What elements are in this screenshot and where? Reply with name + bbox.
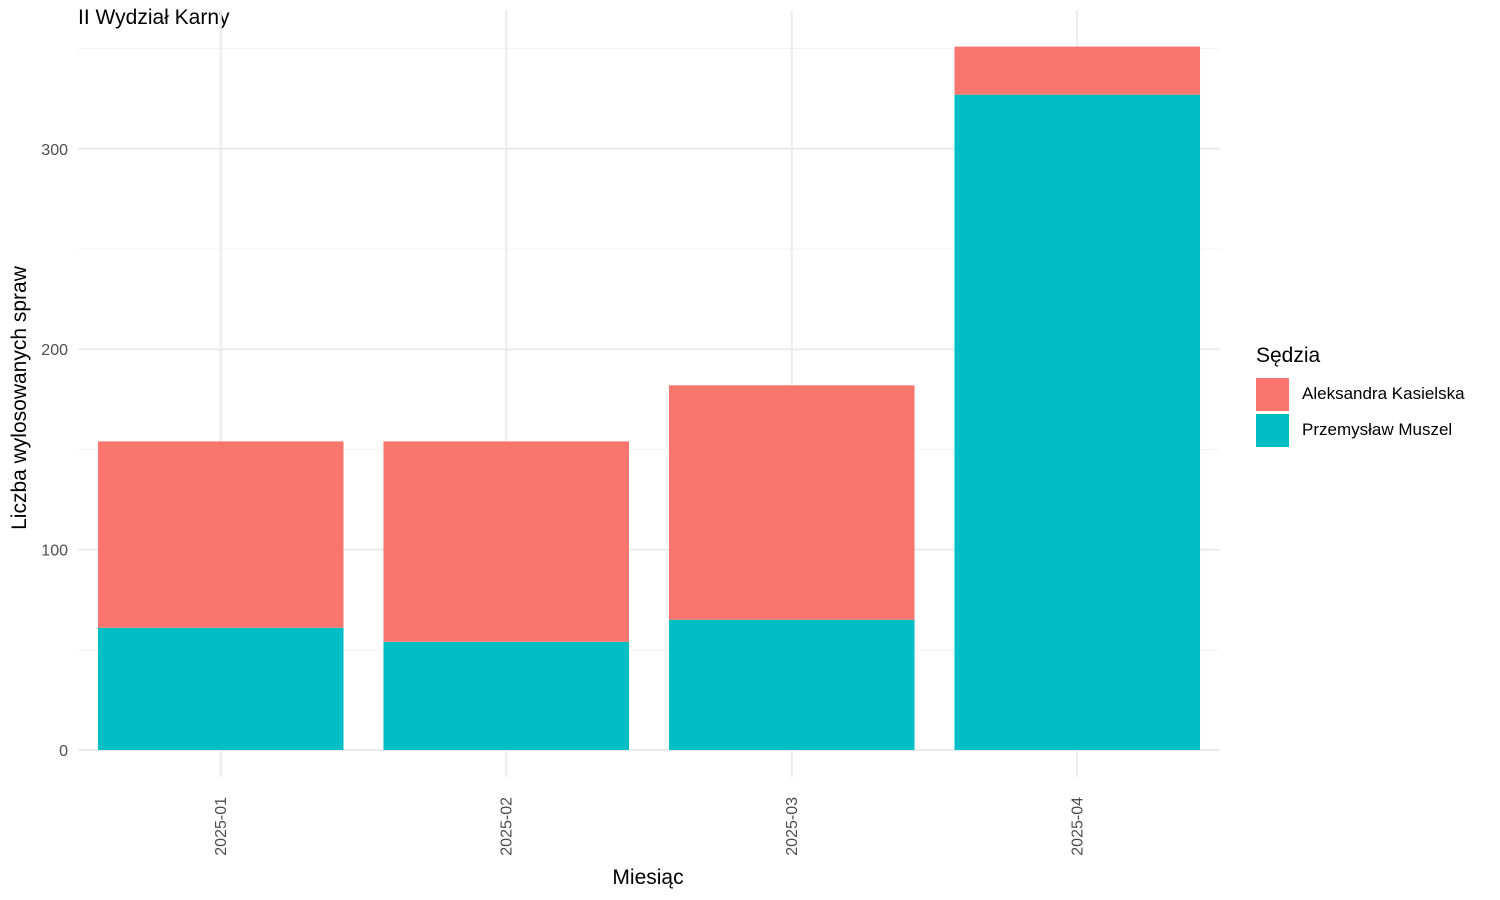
legend-label: Aleksandra Kasielska (1302, 384, 1465, 403)
bar-aleksandra-kasielska-2025-03 (668, 385, 915, 620)
bar-aleksandra-kasielska-2025-04 (954, 46, 1201, 95)
chart-title: II Wydział Karny (78, 6, 230, 29)
legend: Sędzia Aleksandra Kasielska Przemysław M… (1256, 344, 1465, 448)
y-tick-label: 0 (59, 743, 68, 760)
legend-label: Przemysław Muszel (1302, 420, 1453, 439)
bar-przemys-aw-muszel-2025-01 (97, 627, 344, 750)
y-tick-label: 100 (41, 543, 68, 560)
legend-title: Sędzia (1256, 344, 1321, 367)
legend-item-przemyslaw-muszel: Przemysław Muszel (1256, 412, 1465, 448)
legend-key-aleksandra-kasielska (1256, 377, 1289, 411)
x-tick-label: 2025-03 (784, 797, 801, 856)
y-axis-label: Liczba wylosowanych spraw (8, 266, 31, 530)
bar-przemys-aw-muszel-2025-03 (668, 619, 915, 750)
bar-przemys-aw-muszel-2025-04 (954, 94, 1201, 750)
y-tick-label: 200 (41, 342, 68, 359)
bar-przemys-aw-muszel-2025-02 (383, 641, 630, 750)
bar-aleksandra-kasielska-2025-01 (97, 441, 344, 628)
x-tick-label: 2025-04 (1069, 797, 1086, 856)
y-tick-label: 300 (41, 142, 68, 159)
legend-item-aleksandra-kasielska: Aleksandra Kasielska (1256, 376, 1465, 412)
x-tick-label: 2025-02 (498, 797, 515, 856)
bar-aleksandra-kasielska-2025-02 (383, 441, 630, 642)
x-axis-label: Miesiąc (612, 866, 684, 889)
legend-key-przemyslaw-muszel (1256, 413, 1289, 447)
x-tick-label: 2025-01 (213, 797, 230, 856)
